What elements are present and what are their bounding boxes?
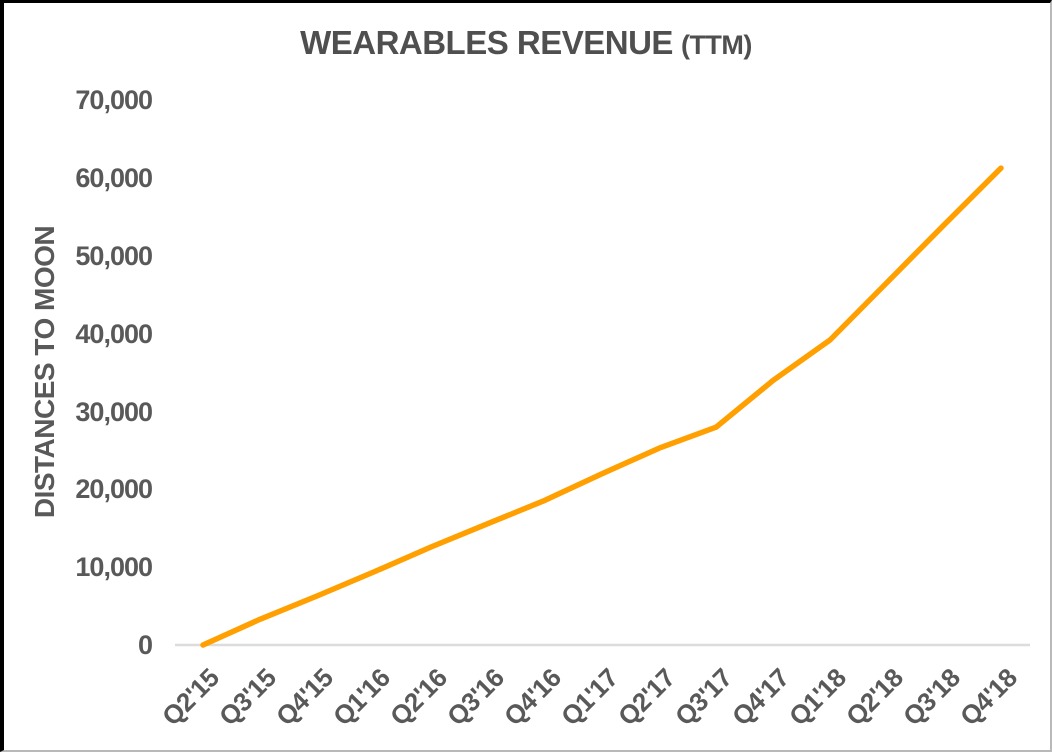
y-tick-label: 70,000 bbox=[75, 85, 153, 116]
chart-title-suffix: (TTM) bbox=[680, 30, 752, 60]
revenue-line-series bbox=[200, 165, 1004, 648]
y-tick-label: 50,000 bbox=[75, 241, 153, 271]
y-tick-label: 0 bbox=[137, 630, 153, 660]
y-tick-label: 10,000 bbox=[75, 552, 153, 583]
chart-title: WEARABLES REVENUE (TTM) bbox=[0, 24, 1052, 62]
y-tick-label: 30,000 bbox=[75, 396, 153, 427]
y-tick-label: 20,000 bbox=[75, 474, 153, 505]
y-tick-label: 40,000 bbox=[75, 318, 153, 349]
y-tick-label: 60,000 bbox=[75, 163, 153, 194]
chart-title-main: WEARABLES REVENUE bbox=[300, 24, 673, 61]
